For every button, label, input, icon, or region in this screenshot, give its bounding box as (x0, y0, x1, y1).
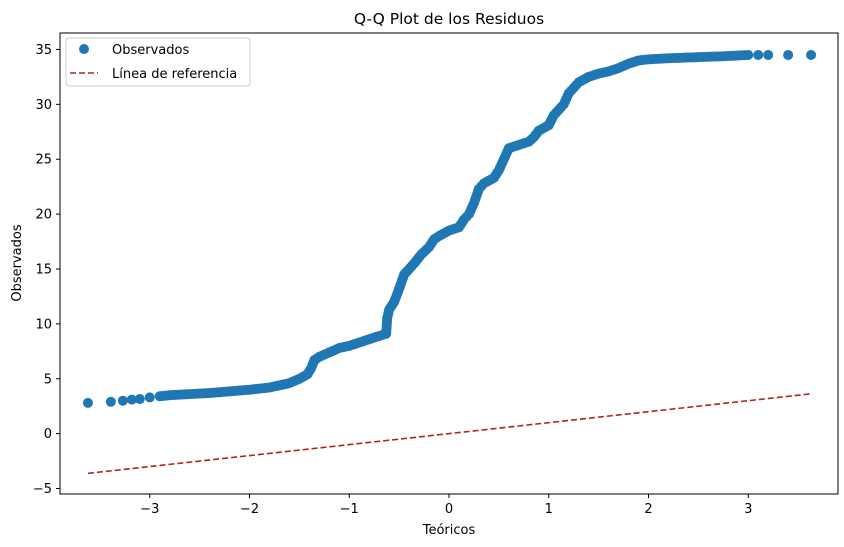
legend-label-observados: Observados (112, 43, 189, 58)
x-axis: −3 −2 −1 0 1 2 3 (140, 494, 752, 517)
plot-frame (59, 32, 839, 495)
data-point (82, 397, 93, 408)
x-axis-label: Teóricos (422, 523, 476, 538)
x-tick-label: −3 (140, 502, 159, 517)
y-tick-label: −5 (33, 482, 52, 497)
legend-marker-observados (79, 44, 89, 54)
data-point (144, 392, 155, 403)
legend-box (65, 37, 251, 87)
legend: Observados Línea de referencia (65, 37, 251, 87)
data-point (105, 396, 116, 407)
y-tick-label: 10 (35, 317, 52, 332)
y-tick-label: 25 (35, 153, 52, 168)
data-point (806, 49, 817, 60)
data-point (117, 395, 128, 406)
y-axis: −5 0 5 10 15 20 25 30 35 (33, 43, 60, 497)
data-point (763, 49, 774, 60)
y-tick-label: 20 (35, 208, 52, 223)
plot-area (82, 49, 817, 475)
y-tick-label: 15 (35, 262, 52, 277)
legend-label-referencia: Línea de referencia (112, 67, 237, 82)
x-tick-label: 0 (445, 502, 453, 517)
data-point (743, 49, 754, 60)
reference-line (87, 393, 811, 475)
x-tick-label: 3 (744, 502, 752, 517)
data-point (126, 394, 137, 405)
chart-title: Q-Q Plot de los Residuos (354, 10, 544, 28)
data-point (753, 49, 764, 60)
y-tick-label: 0 (44, 427, 52, 442)
x-tick-label: 2 (644, 502, 652, 517)
data-point (783, 49, 794, 60)
x-tick-label: 1 (545, 502, 553, 517)
x-tick-label: −2 (240, 502, 259, 517)
y-tick-label: 35 (35, 43, 52, 58)
y-tick-label: 30 (35, 98, 52, 113)
y-axis-label: Observados (10, 224, 25, 301)
y-tick-label: 5 (44, 372, 52, 387)
x-tick-label: −1 (340, 502, 359, 517)
data-point (134, 394, 145, 405)
